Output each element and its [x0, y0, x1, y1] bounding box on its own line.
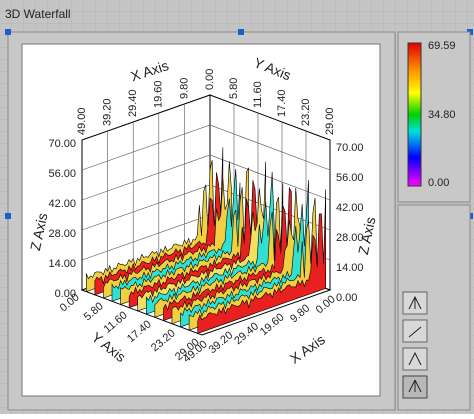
x-tick-label: 9.80	[178, 78, 190, 99]
ramp-label: 0.00	[428, 177, 449, 189]
tool-buttons	[402, 291, 428, 399]
y-tick-label: 11.60	[252, 81, 264, 108]
z-tick-label: 56.00	[48, 168, 76, 180]
y-tick-label: 17.40	[276, 89, 288, 117]
z-tick-label: 28.00	[336, 232, 364, 244]
axis-label: Z Axis	[27, 211, 51, 252]
wall-grid	[81, 154, 331, 201]
z-tick-label: 0.00	[55, 288, 76, 300]
x-tick-label: 49.00	[76, 107, 88, 135]
wall-grid	[81, 124, 331, 171]
y-tick-label: 23.20	[300, 98, 312, 126]
x-tick-label: 39.20	[102, 98, 114, 126]
y-tick-label: 5.80	[228, 78, 240, 99]
z-tick-label: 70.00	[48, 138, 76, 150]
color-ramp	[407, 42, 422, 187]
x-tick-label: 0.00	[204, 69, 216, 90]
x-tick-label: 19.60	[153, 80, 165, 108]
x-tick-label: 29.40	[127, 89, 139, 117]
rotate-button[interactable]	[402, 347, 428, 371]
z-tick-label: 14.00	[336, 262, 364, 274]
plot-3d: 70.00 56.00 42.00 28.00 14.00 0.00 70.00 56.00 4…	[27, 54, 379, 367]
window-title: 3D Waterfall	[5, 7, 71, 21]
y-tick-label: 29.00	[324, 107, 336, 135]
z-tick-label: 14.00	[48, 258, 76, 270]
waterfall-slice	[197, 189, 327, 334]
axis-label: Z Axis	[355, 215, 379, 256]
z-tick-label: 0.00	[336, 292, 357, 304]
ramp-label: 69.59	[428, 40, 456, 52]
z-tick-label: 28.00	[48, 228, 76, 240]
z-tick-label: 42.00	[48, 198, 76, 210]
button-icons	[408, 295, 422, 393]
z-tick-label: 42.00	[336, 202, 364, 214]
zoom-button[interactable]	[402, 319, 428, 343]
ramp-label: 34.80	[428, 109, 456, 121]
z-tick-label: 70.00	[336, 142, 364, 154]
z-tick-label: 56.00	[336, 172, 364, 184]
